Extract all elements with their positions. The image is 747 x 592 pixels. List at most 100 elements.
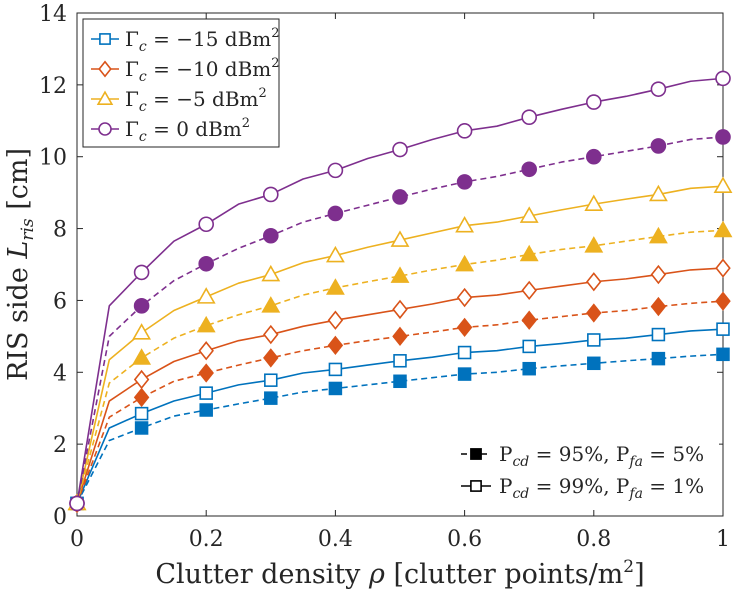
square-marker <box>651 351 666 366</box>
circle-marker <box>392 141 408 158</box>
diamond-marker <box>392 326 408 347</box>
x-tick-label: 0.4 <box>318 527 353 552</box>
circle-marker <box>133 298 150 314</box>
diamond-marker <box>133 369 150 390</box>
square-marker <box>470 480 482 492</box>
triangle-marker <box>390 230 410 247</box>
legend-style: Pcd = 95%, Pfa = 5% Pcd = 99%, Pfa = 1% <box>455 432 719 510</box>
series-line <box>76 353 724 504</box>
y-tick-label: 6 <box>53 289 67 314</box>
circle-marker <box>198 216 214 233</box>
x-tick-label: 0 <box>70 527 84 552</box>
y-tick-label: 8 <box>53 218 67 243</box>
triangle-marker <box>261 296 281 313</box>
legend-label: Γc = 0 dBm2 <box>125 116 250 145</box>
circle-marker <box>650 81 667 97</box>
series-layer <box>67 70 733 514</box>
diamond-marker <box>327 335 344 356</box>
triangle-marker <box>648 226 668 244</box>
x-axis-label: Clutter density ρ [clutter points/m2] <box>155 557 644 590</box>
triangle-marker <box>261 264 281 282</box>
diamond-marker <box>98 60 112 78</box>
circle-marker <box>198 255 214 272</box>
circle-marker <box>456 123 473 139</box>
diamond-marker <box>586 272 602 292</box>
triangle-marker <box>196 287 216 304</box>
diamond-marker <box>327 310 344 330</box>
x-tick-label: 0.6 <box>447 527 482 552</box>
legend-label: Γc = −10 dBm2 <box>125 56 280 85</box>
circle-marker <box>715 129 731 145</box>
diamond-marker <box>715 258 731 278</box>
triangle-marker <box>455 254 475 272</box>
y-tick-label: 10 <box>39 146 67 171</box>
diamond-marker <box>586 303 602 323</box>
diamond-marker <box>263 348 279 368</box>
diamond-marker <box>456 287 473 308</box>
circle-marker <box>98 122 112 136</box>
legend-label: Γc = −5 dBm2 <box>125 86 267 115</box>
triangle-marker <box>713 220 733 238</box>
triangle-marker <box>648 184 668 202</box>
circle-marker <box>456 174 473 190</box>
diamond-marker <box>650 264 667 285</box>
series-line <box>76 300 724 504</box>
triangle-marker <box>132 348 152 365</box>
circle-marker <box>650 138 667 154</box>
circle-marker <box>133 264 150 281</box>
style-legend-label: Pcd = 99%, Pfa = 1% <box>499 474 704 502</box>
square-marker <box>134 406 149 421</box>
style-legend-label: Pcd = 95%, Pfa = 5% <box>499 442 704 470</box>
triangle-marker <box>390 266 410 283</box>
series-1 <box>70 322 730 511</box>
circle-marker <box>327 205 344 222</box>
x-tick-label: 0.2 <box>189 527 224 552</box>
square-marker <box>522 361 536 376</box>
square-marker <box>522 339 536 354</box>
circle-marker <box>521 161 538 178</box>
y-tick-label: 0 <box>53 505 67 530</box>
circle-marker <box>585 94 602 110</box>
diamond-marker <box>198 363 214 383</box>
diamond-marker <box>133 387 150 408</box>
square-marker <box>470 448 482 460</box>
triangle-marker <box>713 176 733 194</box>
circle-marker <box>585 148 602 165</box>
triangle-marker <box>325 245 345 263</box>
y-tick-label: 12 <box>39 74 67 99</box>
square-marker <box>264 391 278 405</box>
circle-marker <box>715 70 731 87</box>
square-marker <box>457 367 472 381</box>
diamond-marker <box>198 341 214 361</box>
circle-marker <box>69 495 85 512</box>
circle-marker <box>262 186 279 203</box>
square-marker <box>651 327 666 342</box>
square-marker <box>393 374 407 389</box>
x-tick-label: 0.8 <box>576 527 611 552</box>
circle-marker <box>521 109 538 125</box>
series-3 <box>69 258 731 514</box>
square-marker <box>328 381 343 396</box>
diamond-marker <box>650 296 667 317</box>
square-marker <box>134 421 149 435</box>
square-marker <box>587 333 601 347</box>
triangle-marker <box>196 315 216 333</box>
square-marker <box>199 403 213 417</box>
square-marker <box>328 362 343 377</box>
series-7 <box>69 70 731 512</box>
triangle-marker <box>519 206 539 223</box>
triangle-marker <box>132 323 152 340</box>
legend-box <box>82 18 280 148</box>
series-line <box>76 229 724 504</box>
diamond-marker <box>521 280 537 301</box>
legend-label: Γc = −15 dBm2 <box>125 26 280 55</box>
y-tick-label: 2 <box>53 433 67 458</box>
triangle-marker <box>584 236 604 253</box>
square-marker <box>587 356 601 371</box>
x-tick-label: 1 <box>716 527 730 552</box>
diamond-marker <box>392 299 408 320</box>
y-tick-label: 4 <box>53 361 67 386</box>
triangle-marker <box>519 244 539 262</box>
